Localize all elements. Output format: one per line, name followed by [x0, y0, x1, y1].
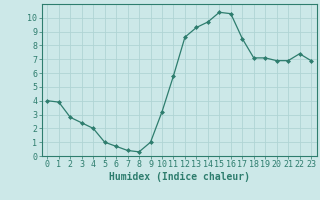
X-axis label: Humidex (Indice chaleur): Humidex (Indice chaleur): [109, 172, 250, 182]
